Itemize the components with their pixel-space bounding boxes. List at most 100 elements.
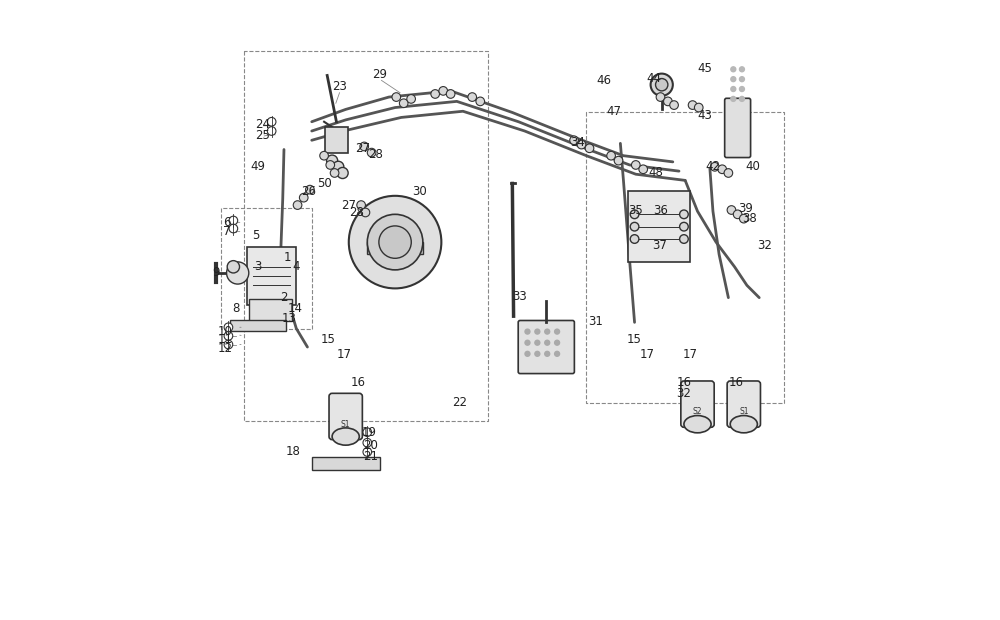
Circle shape bbox=[555, 340, 560, 345]
FancyBboxPatch shape bbox=[681, 381, 714, 427]
Text: 18: 18 bbox=[286, 445, 301, 458]
Circle shape bbox=[299, 193, 308, 202]
Text: 4: 4 bbox=[293, 260, 300, 273]
Text: 15: 15 bbox=[627, 333, 642, 346]
Bar bbox=[249, 299, 292, 321]
Circle shape bbox=[333, 161, 344, 172]
Text: 7: 7 bbox=[223, 225, 231, 238]
Circle shape bbox=[439, 87, 448, 95]
Circle shape bbox=[614, 156, 623, 165]
Text: 42: 42 bbox=[705, 161, 720, 174]
Text: 3: 3 bbox=[254, 260, 262, 273]
Circle shape bbox=[468, 93, 477, 102]
Circle shape bbox=[535, 329, 540, 334]
Circle shape bbox=[361, 208, 370, 217]
Circle shape bbox=[227, 262, 249, 284]
Circle shape bbox=[656, 79, 668, 91]
Text: 6: 6 bbox=[223, 216, 231, 229]
Text: 45: 45 bbox=[697, 61, 712, 74]
Text: 19: 19 bbox=[362, 426, 377, 439]
Text: 16: 16 bbox=[351, 376, 366, 389]
Text: 11: 11 bbox=[218, 333, 233, 346]
Circle shape bbox=[688, 101, 697, 109]
Circle shape bbox=[363, 428, 372, 436]
Text: 13: 13 bbox=[281, 311, 296, 324]
Text: 23: 23 bbox=[332, 80, 347, 93]
Text: 38: 38 bbox=[743, 212, 757, 225]
Circle shape bbox=[357, 201, 365, 210]
Text: 28: 28 bbox=[368, 148, 383, 161]
Circle shape bbox=[525, 329, 530, 334]
Circle shape bbox=[407, 95, 415, 104]
Circle shape bbox=[739, 87, 744, 92]
Circle shape bbox=[607, 151, 615, 160]
Bar bbox=[230, 320, 286, 331]
Circle shape bbox=[267, 117, 276, 126]
Circle shape bbox=[680, 210, 688, 219]
Text: 17: 17 bbox=[683, 348, 698, 361]
Circle shape bbox=[664, 97, 672, 105]
Ellipse shape bbox=[730, 415, 757, 433]
Circle shape bbox=[227, 260, 240, 273]
Circle shape bbox=[367, 215, 423, 270]
Text: S1: S1 bbox=[739, 407, 749, 417]
Circle shape bbox=[229, 224, 238, 233]
Text: 40: 40 bbox=[746, 161, 760, 174]
Text: 32: 32 bbox=[676, 387, 691, 400]
Text: 36: 36 bbox=[653, 203, 668, 216]
Circle shape bbox=[631, 161, 640, 169]
Circle shape bbox=[630, 235, 639, 243]
Text: 15: 15 bbox=[321, 333, 336, 346]
Text: 9: 9 bbox=[212, 267, 220, 280]
Text: 33: 33 bbox=[512, 290, 527, 303]
Circle shape bbox=[349, 196, 441, 288]
Text: 34: 34 bbox=[570, 136, 585, 149]
Text: 39: 39 bbox=[738, 202, 753, 215]
Bar bbox=[367, 242, 423, 254]
Ellipse shape bbox=[684, 415, 711, 433]
FancyBboxPatch shape bbox=[628, 192, 690, 262]
Circle shape bbox=[630, 210, 639, 219]
Circle shape bbox=[399, 99, 408, 107]
Circle shape bbox=[367, 148, 376, 157]
Circle shape bbox=[577, 140, 586, 149]
Text: 22: 22 bbox=[452, 396, 467, 409]
Circle shape bbox=[731, 97, 736, 102]
Circle shape bbox=[545, 340, 550, 345]
Text: 27: 27 bbox=[341, 198, 356, 211]
Text: S2: S2 bbox=[693, 407, 702, 417]
Text: 27: 27 bbox=[355, 142, 370, 155]
Ellipse shape bbox=[332, 428, 359, 445]
Text: 21: 21 bbox=[363, 450, 378, 463]
Text: 48: 48 bbox=[648, 167, 663, 179]
Circle shape bbox=[224, 340, 233, 349]
Circle shape bbox=[306, 185, 314, 194]
Text: 32: 32 bbox=[757, 239, 772, 252]
Text: 10: 10 bbox=[218, 325, 233, 338]
Text: 28: 28 bbox=[349, 206, 364, 219]
Circle shape bbox=[360, 142, 369, 151]
Circle shape bbox=[545, 352, 550, 356]
Circle shape bbox=[320, 151, 328, 160]
Circle shape bbox=[476, 97, 485, 105]
Text: 35: 35 bbox=[628, 203, 643, 216]
Circle shape bbox=[330, 169, 339, 177]
FancyBboxPatch shape bbox=[247, 247, 296, 305]
Circle shape bbox=[680, 223, 688, 231]
Circle shape bbox=[651, 74, 673, 96]
Text: 47: 47 bbox=[607, 105, 622, 118]
FancyBboxPatch shape bbox=[725, 99, 751, 157]
Circle shape bbox=[731, 77, 736, 82]
Bar bbox=[312, 457, 380, 471]
Circle shape bbox=[739, 215, 748, 223]
Text: 25: 25 bbox=[255, 130, 270, 143]
Circle shape bbox=[710, 162, 719, 171]
Circle shape bbox=[431, 90, 440, 99]
Circle shape bbox=[363, 448, 372, 456]
Circle shape bbox=[525, 352, 530, 356]
Circle shape bbox=[446, 90, 455, 99]
Circle shape bbox=[545, 329, 550, 334]
Text: 26: 26 bbox=[301, 185, 316, 198]
Circle shape bbox=[670, 101, 678, 109]
Text: 16: 16 bbox=[676, 376, 691, 389]
